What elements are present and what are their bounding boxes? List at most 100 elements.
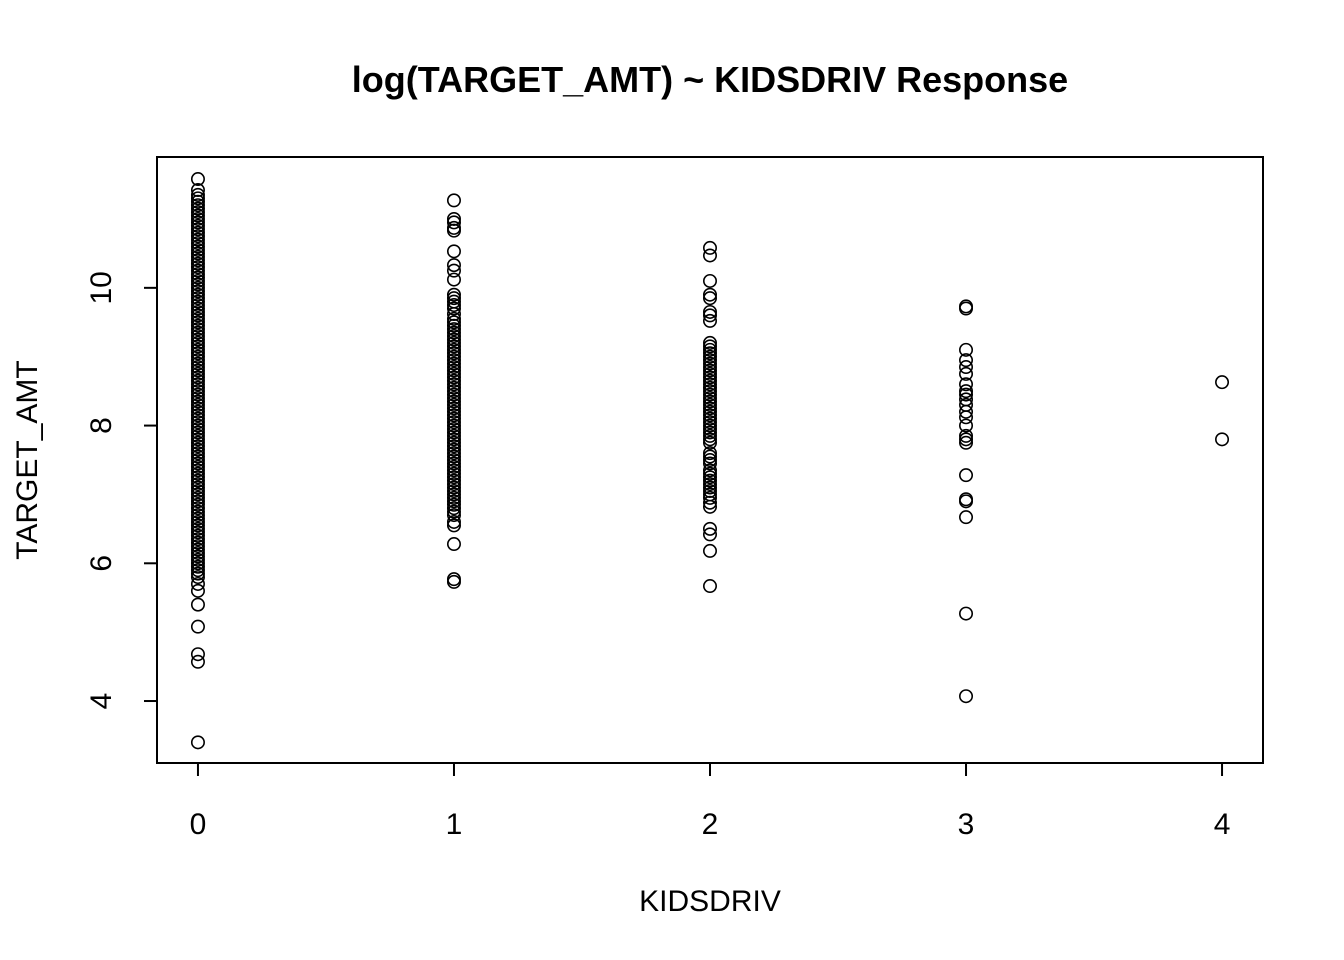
data-point xyxy=(702,308,717,323)
data-point xyxy=(702,366,717,381)
data-point xyxy=(446,215,461,230)
data-point xyxy=(446,363,461,378)
data-point xyxy=(190,263,205,278)
data-point xyxy=(190,267,205,282)
data-point xyxy=(446,483,461,498)
data-point xyxy=(702,446,717,461)
data-point xyxy=(446,415,461,430)
data-point xyxy=(190,284,205,299)
data-point xyxy=(190,404,205,419)
data-point xyxy=(190,239,205,254)
data-point xyxy=(446,508,461,523)
data-point xyxy=(959,410,974,425)
data-point xyxy=(190,654,205,669)
data-point xyxy=(190,566,205,581)
data-point xyxy=(446,329,461,344)
data-point xyxy=(190,425,205,440)
data-point xyxy=(702,370,717,385)
data-point xyxy=(702,415,717,430)
data-point xyxy=(190,501,205,516)
data-point xyxy=(190,432,205,447)
data-point xyxy=(446,501,461,516)
data-point xyxy=(446,470,461,485)
data-point xyxy=(702,335,717,350)
data-point xyxy=(446,353,461,368)
data-point xyxy=(959,432,974,447)
data-point xyxy=(190,508,205,523)
data-point xyxy=(959,387,974,402)
data-point xyxy=(190,342,205,357)
data-point xyxy=(190,225,205,240)
data-point xyxy=(190,315,205,330)
data-point xyxy=(190,363,205,378)
data-point xyxy=(959,418,974,433)
data-point xyxy=(190,514,205,529)
data-point xyxy=(702,521,717,536)
data-point xyxy=(190,459,205,474)
data-point xyxy=(190,552,205,567)
data-point xyxy=(190,391,205,406)
data-point xyxy=(446,373,461,388)
data-point xyxy=(190,483,205,498)
y-tick-label: 6 xyxy=(85,555,118,572)
data-point xyxy=(446,404,461,419)
data-point xyxy=(446,301,461,316)
data-point xyxy=(190,487,205,502)
data-point xyxy=(959,510,974,525)
x-axis: 0 1 2 3 4 xyxy=(190,762,1230,841)
data-point xyxy=(702,313,717,328)
data-point xyxy=(190,308,205,323)
data-point xyxy=(702,404,717,419)
data-point xyxy=(702,377,717,392)
data-point xyxy=(702,248,717,263)
data-point xyxy=(190,542,205,557)
data-point xyxy=(190,466,205,481)
data-point xyxy=(190,422,205,437)
data-point xyxy=(190,325,205,340)
x-tick-label: 0 xyxy=(190,808,207,841)
data-point xyxy=(446,360,461,375)
data-points xyxy=(190,172,1230,750)
data-point xyxy=(702,435,717,450)
data-point xyxy=(446,572,461,587)
data-point xyxy=(190,525,205,540)
data-point xyxy=(446,490,461,505)
data-point xyxy=(959,384,974,399)
y-tick-label: 4 xyxy=(85,693,118,710)
data-point xyxy=(190,242,205,257)
data-point xyxy=(446,349,461,364)
data-point xyxy=(190,452,205,467)
data-point xyxy=(190,446,205,461)
data-point xyxy=(702,304,717,319)
data-point xyxy=(702,470,717,485)
data-point xyxy=(190,356,205,371)
data-point xyxy=(959,342,974,357)
data-point xyxy=(190,408,205,423)
data-point xyxy=(190,205,205,220)
data-point xyxy=(446,452,461,467)
data-point xyxy=(446,377,461,392)
data-point xyxy=(446,428,461,443)
data-point xyxy=(190,377,205,392)
data-point xyxy=(446,223,461,238)
data-point xyxy=(959,428,974,443)
data-point xyxy=(190,311,205,326)
x-tick-label: 3 xyxy=(958,808,975,841)
data-point xyxy=(446,311,461,326)
data-point xyxy=(702,349,717,364)
data-point xyxy=(446,494,461,509)
data-point xyxy=(959,404,974,419)
data-point xyxy=(190,470,205,485)
data-point xyxy=(190,198,205,213)
data-point xyxy=(959,494,974,509)
data-point xyxy=(190,246,205,261)
data-point xyxy=(446,356,461,371)
data-point xyxy=(446,537,461,552)
data-point xyxy=(190,187,205,202)
data-point xyxy=(702,449,717,464)
data-point xyxy=(190,318,205,333)
data-point xyxy=(190,397,205,412)
data-point xyxy=(190,191,205,206)
data-point xyxy=(446,272,461,287)
data-point xyxy=(190,442,205,457)
